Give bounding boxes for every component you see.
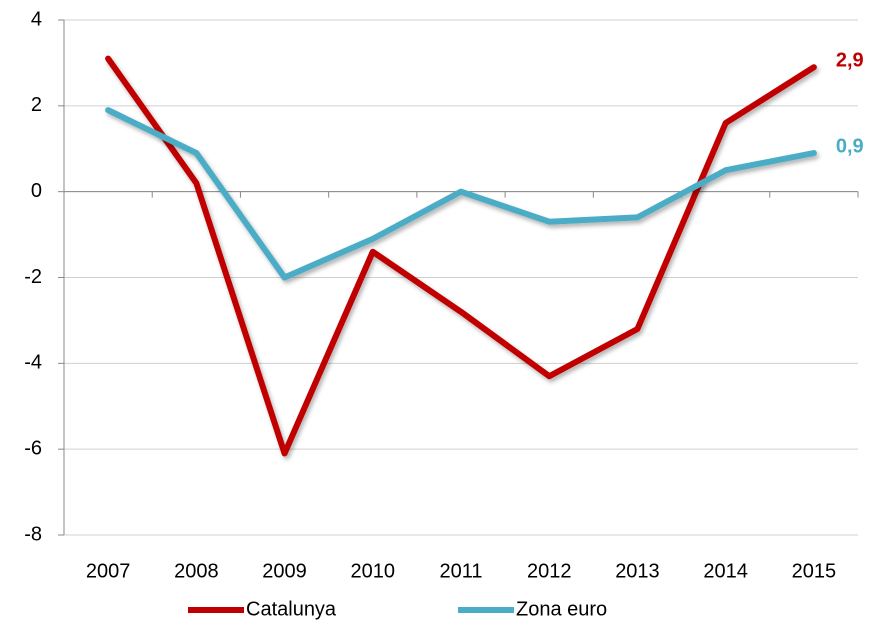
- y-tick-label: 2: [31, 94, 42, 116]
- x-tick-label: 2014: [703, 560, 748, 582]
- x-tick-label: 2009: [262, 560, 307, 582]
- x-tick-label: 2013: [615, 560, 660, 582]
- data-label: 0,9: [836, 135, 864, 157]
- x-tick-label: 2007: [86, 560, 131, 582]
- y-tick-label: -8: [24, 523, 42, 545]
- series-line: [105, 55, 817, 457]
- y-tick-label: 0: [31, 180, 42, 202]
- x-tick-label: 2015: [792, 560, 837, 582]
- y-tick-label: -6: [24, 437, 42, 459]
- y-tick-label: -2: [24, 266, 42, 288]
- x-tick-label: 2012: [527, 560, 572, 582]
- data-label: 2,9: [836, 49, 864, 71]
- y-tick-label: -4: [24, 352, 42, 374]
- series-line: [105, 107, 817, 281]
- y-tick-label: 4: [31, 8, 42, 30]
- legend-label: Catalunya: [246, 598, 337, 620]
- x-tick-label: 2011: [439, 560, 482, 582]
- legend-label: Zona euro: [516, 598, 607, 620]
- x-tick-label: 2008: [174, 560, 219, 582]
- x-tick-label: 2010: [351, 560, 396, 582]
